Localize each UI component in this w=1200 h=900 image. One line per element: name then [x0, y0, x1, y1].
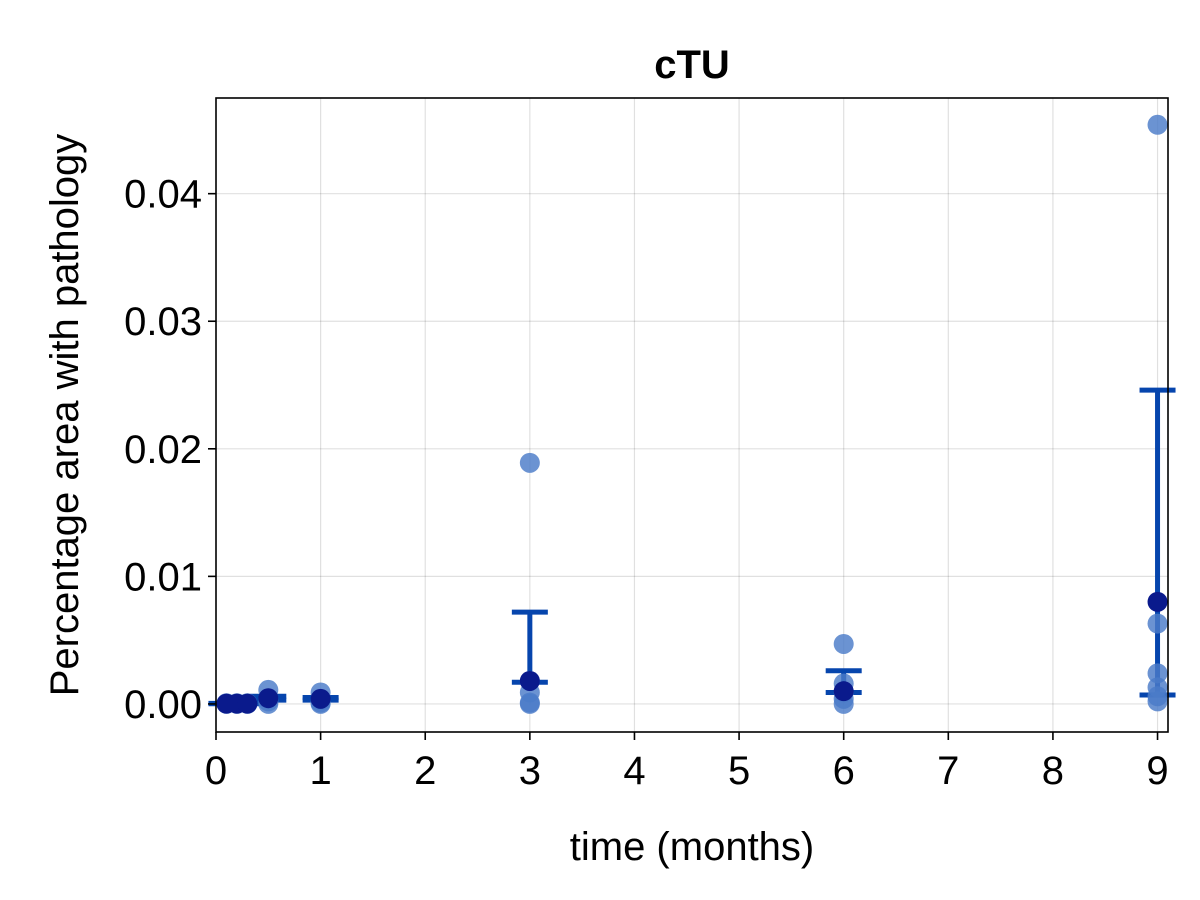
y-tick-label: 0.03: [124, 300, 202, 344]
mean-marker: [1147, 591, 1168, 612]
grid: [215, 98, 1168, 732]
x-tick-label: 0: [205, 749, 227, 793]
mean-marker: [258, 688, 279, 709]
mean-marker: [237, 693, 258, 714]
x-tick-label: 4: [623, 749, 645, 793]
x-axis-label: time (months): [570, 825, 815, 869]
x-tick-label: 3: [519, 749, 541, 793]
data-point: [1147, 663, 1168, 684]
y-tick-label: 0.01: [124, 555, 202, 599]
y-axis-label: Percentage area with pathology: [43, 134, 87, 697]
x-tick-label: 7: [937, 749, 959, 793]
y-tick-label: 0.02: [124, 428, 202, 472]
mean-marker: [833, 681, 854, 702]
error-bars: [208, 387, 1176, 707]
plot-frame: [215, 97, 1169, 733]
data-points: [216, 114, 1168, 714]
x-tick-label: 9: [1146, 749, 1168, 793]
x-tick-label: 2: [414, 749, 436, 793]
y-tick-label: 0.00: [124, 683, 202, 727]
mean-marker: [310, 688, 331, 709]
data-point: [833, 633, 854, 654]
y-axis: 0.00 0.01 0.02 0.03 0.04: [124, 173, 216, 727]
y-tick-label: 0.04: [124, 173, 202, 217]
x-tick-label: 8: [1042, 749, 1064, 793]
data-point: [1147, 677, 1168, 698]
x-tick-label: 6: [833, 749, 855, 793]
x-tick-label: 5: [728, 749, 750, 793]
mean-markers: [216, 591, 1168, 714]
data-point: [1147, 613, 1168, 634]
data-point: [519, 452, 540, 473]
x-axis: 0 1 2 3 4 5 6 7 8 9: [205, 732, 1169, 793]
mean-marker: [519, 670, 540, 691]
data-point: [1147, 114, 1168, 135]
x-tick-label: 1: [309, 749, 331, 793]
chart-title: cTU: [654, 43, 730, 87]
